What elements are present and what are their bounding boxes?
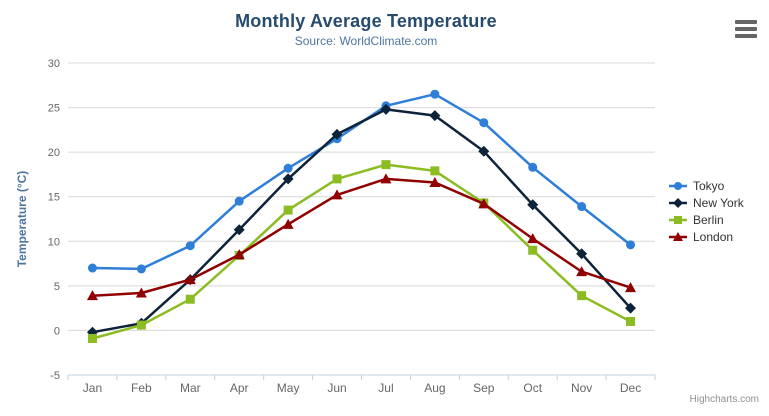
data-point-new-york[interactable] (527, 199, 539, 211)
hamburger-menu-icon (735, 27, 757, 31)
data-point-new-york[interactable] (429, 110, 441, 122)
data-point-london[interactable] (184, 274, 196, 285)
data-point-tokyo[interactable] (528, 162, 538, 172)
data-point-london[interactable] (478, 198, 490, 209)
y-axis-tick-label: 30 (48, 58, 60, 70)
data-point-new-york[interactable] (625, 302, 637, 314)
data-point-london[interactable] (331, 189, 343, 200)
data-point-new-york[interactable] (478, 145, 490, 157)
data-point-london[interactable] (282, 218, 294, 229)
x-axis-tick-label: Aug (424, 381, 445, 395)
data-point-berlin[interactable] (332, 174, 342, 184)
data-point-tokyo[interactable] (136, 264, 146, 274)
series-line-berlin[interactable] (91, 163, 632, 340)
data-point-berlin[interactable] (381, 160, 391, 170)
data-point-london[interactable] (86, 290, 98, 301)
data-point-tokyo[interactable] (87, 263, 97, 273)
data-point-london[interactable] (625, 282, 637, 293)
series-line-london[interactable] (91, 177, 632, 297)
data-point-london[interactable] (135, 287, 147, 298)
x-axis-tick-label: Nov (571, 381, 592, 395)
data-point-berlin[interactable] (577, 291, 587, 301)
legend-label: London (693, 229, 734, 244)
data-point-london[interactable] (576, 266, 588, 277)
legend-marker-berlin-icon (669, 215, 687, 224)
credits-link[interactable]: Highcharts.com (689, 394, 759, 405)
y-axis-title: Temperature (°C) (15, 170, 29, 268)
x-axis-tick-label: Mar (180, 381, 201, 395)
x-axis-tick-label: Jan (83, 381, 102, 395)
legend-item-london[interactable]: London (668, 228, 744, 245)
series-line-new-york[interactable] (91, 108, 632, 334)
data-point-tokyo[interactable] (234, 196, 244, 206)
data-point-tokyo[interactable] (577, 202, 587, 212)
y-axis-tick-label: 20 (48, 147, 60, 159)
legend-label: Tokyo (693, 178, 725, 193)
data-point-new-york[interactable] (380, 103, 392, 115)
hamburger-menu-icon (735, 34, 757, 38)
legend-marker-new-york-icon (669, 197, 687, 208)
data-point-tokyo[interactable] (283, 163, 293, 173)
data-point-berlin[interactable] (87, 333, 97, 343)
data-point-new-york[interactable] (576, 248, 588, 260)
y-axis-tick-label: 10 (48, 236, 60, 248)
y-axis-tick-label: 25 (48, 103, 60, 115)
x-axis-tick-label: Apr (230, 381, 249, 395)
legend-item-tokyo[interactable]: Tokyo (668, 177, 744, 194)
data-point-london[interactable] (380, 173, 392, 184)
series-line-tokyo[interactable] (91, 92, 632, 271)
data-point-berlin[interactable] (528, 245, 538, 255)
legend-item-new-york[interactable]: New York (668, 194, 744, 211)
data-point-new-york[interactable] (233, 224, 245, 236)
x-axis-tick-label: Sep (473, 381, 495, 395)
export-menu-button[interactable] (733, 18, 759, 40)
data-point-new-york[interactable] (331, 128, 343, 140)
data-point-berlin[interactable] (626, 317, 636, 327)
y-axis-tick-label: 5 (54, 281, 60, 293)
data-point-tokyo[interactable] (185, 241, 195, 251)
x-axis-tick-label: Jun (327, 381, 346, 395)
data-point-berlin[interactable] (430, 166, 440, 176)
legend-marker-tokyo-icon (669, 181, 687, 190)
y-axis-tick-label: 0 (54, 325, 60, 337)
legend-marker-london-icon (669, 231, 687, 241)
data-point-london[interactable] (233, 249, 245, 260)
legend: Tokyo New York Berlin London (668, 177, 744, 245)
legend-label: New York (693, 195, 744, 210)
data-point-tokyo[interactable] (626, 240, 636, 250)
data-point-tokyo[interactable] (430, 89, 440, 99)
x-axis-tick-label: Oct (523, 381, 542, 395)
legend-item-berlin[interactable]: Berlin (668, 211, 744, 228)
chart-subtitle: Source: WorldClimate.com (294, 34, 438, 48)
data-point-london[interactable] (429, 176, 441, 187)
hamburger-menu-icon (735, 20, 757, 24)
data-point-berlin[interactable] (136, 320, 146, 330)
data-point-london[interactable] (527, 233, 539, 244)
data-point-berlin[interactable] (283, 205, 293, 215)
legend-label: Berlin (693, 212, 724, 227)
data-point-berlin[interactable] (185, 294, 195, 304)
y-axis-tick-label: -5 (50, 370, 60, 382)
y-axis-tick-label: 15 (48, 192, 60, 204)
chart-title: Monthly Average Temperature (235, 11, 497, 31)
data-point-tokyo[interactable] (479, 118, 489, 128)
x-axis-tick-label: Feb (131, 381, 152, 395)
x-axis-tick-label: May (277, 381, 300, 395)
x-axis-tick-label: Dec (620, 381, 641, 395)
x-axis-tick-label: Jul (378, 381, 393, 395)
data-point-new-york[interactable] (282, 173, 294, 185)
